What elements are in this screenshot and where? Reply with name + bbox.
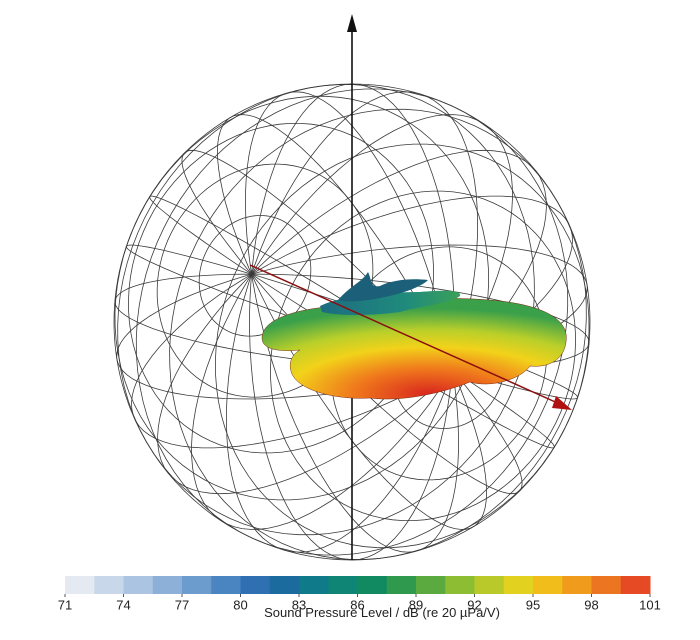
meridian — [249, 83, 455, 561]
tick-label: 95 — [526, 597, 540, 612]
colorbar-bin — [299, 576, 329, 594]
tick-label: 80 — [233, 597, 247, 612]
z-arrowhead — [347, 14, 357, 32]
colorbar-bin — [123, 576, 154, 594]
tick-label: 92 — [467, 597, 481, 612]
colorbar-bin — [152, 576, 183, 594]
meridian — [225, 91, 479, 553]
balloon — [261, 272, 567, 400]
tick-label: 89 — [409, 597, 423, 612]
tick-label: 98 — [584, 597, 598, 612]
colorbar-bin — [620, 576, 651, 594]
x-arrowhead — [552, 396, 572, 410]
tick-label: 74 — [116, 597, 130, 612]
meridian — [157, 149, 547, 495]
meridian — [245, 91, 459, 553]
tick-label: 77 — [175, 597, 189, 612]
colorbar-bin — [474, 576, 505, 594]
tick-label: 101 — [639, 597, 661, 612]
tick-label: 86 — [350, 597, 364, 612]
meridian — [216, 114, 488, 530]
meridian — [191, 114, 513, 530]
colorbar-bin — [533, 576, 563, 594]
colorbar-bin — [328, 576, 358, 594]
colorbar-bin — [445, 576, 475, 594]
colorbar: 71 74 77 80 83 86 89 92 95 98 101 — [58, 576, 661, 612]
colorbar-bin — [416, 576, 446, 594]
colorbar-bin — [211, 576, 241, 594]
tick-label: 71 — [58, 597, 72, 612]
colorbar-bin — [269, 576, 300, 594]
colorbar-bin — [357, 576, 388, 594]
colorbar-bin — [65, 576, 95, 594]
colorbar-bin — [591, 576, 622, 594]
colorbar-label: Sound Pressure Level / dB (re 20 µPa/V) — [264, 605, 500, 620]
colorbar-bin — [386, 576, 417, 594]
colorbar-bin — [182, 576, 212, 594]
colorbar-bin — [240, 576, 271, 594]
meridian — [131, 195, 573, 449]
colorbar-bin — [503, 576, 534, 594]
tick-label: 83 — [292, 597, 306, 612]
colorbar-bin — [562, 576, 592, 594]
x-axis — [249, 264, 563, 406]
colorbar-bin — [94, 576, 124, 594]
